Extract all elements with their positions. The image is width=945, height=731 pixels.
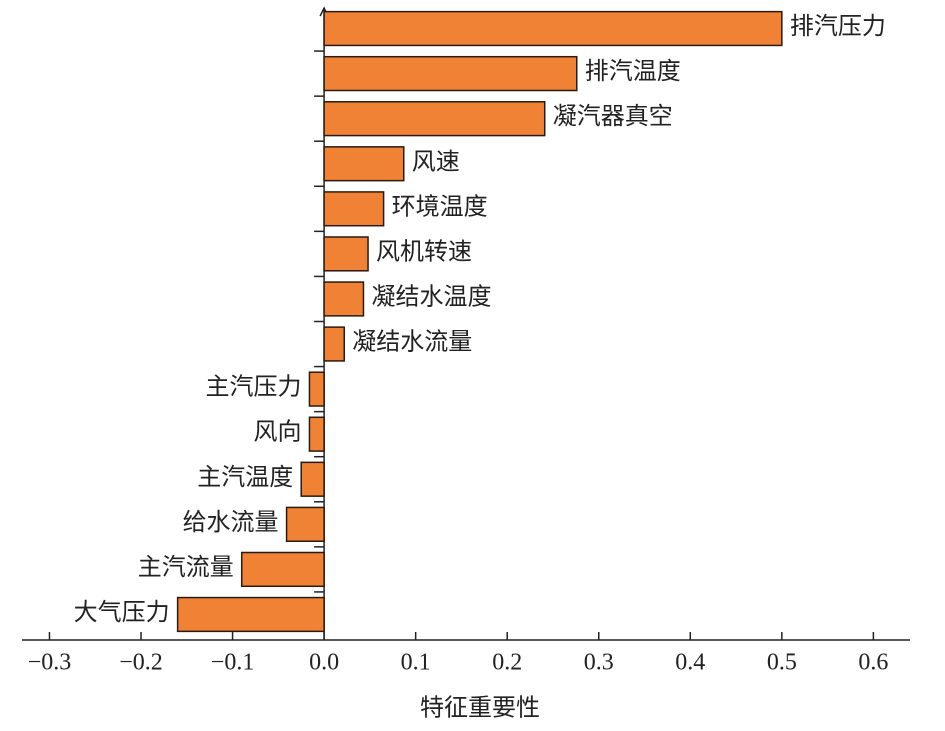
bar xyxy=(240,551,325,588)
bar xyxy=(323,236,369,272)
bar xyxy=(300,461,325,497)
category-label: 环境温度 xyxy=(392,193,488,220)
bar xyxy=(176,596,325,633)
x-tick-label: −0.3 xyxy=(28,650,72,676)
bar xyxy=(285,506,325,542)
category-label: 凝结水流量 xyxy=(352,329,472,356)
x-tick-label: −0.2 xyxy=(119,650,163,676)
x-axis-title: 特征重要性 xyxy=(420,695,540,722)
category-label: 主汽流量 xyxy=(138,554,234,581)
x-tick-label: 0.3 xyxy=(584,650,614,676)
category-label: 凝汽器真空 xyxy=(553,103,673,130)
x-tick-label: 0.0 xyxy=(309,650,339,676)
category-label: 排汽压力 xyxy=(790,13,886,40)
category-label: 主汽温度 xyxy=(197,464,293,491)
category-label: 主汽压力 xyxy=(205,374,301,401)
bar xyxy=(323,146,405,182)
bar xyxy=(308,416,325,452)
x-tick-label: 0.1 xyxy=(401,650,431,676)
category-label: 风速 xyxy=(412,148,460,175)
category-label: 大气压力 xyxy=(74,599,170,626)
bar xyxy=(323,10,783,47)
x-tick-label: 0.4 xyxy=(675,650,705,676)
bar xyxy=(323,326,345,362)
bar xyxy=(308,371,325,407)
bar xyxy=(323,55,578,92)
category-label: 排汽温度 xyxy=(585,58,681,85)
x-tick-label: −0.1 xyxy=(211,650,255,676)
category-label: 凝结水温度 xyxy=(371,283,491,310)
category-label: 风向 xyxy=(253,419,301,446)
bar xyxy=(323,191,385,227)
x-tick-label: 0.2 xyxy=(492,650,522,676)
x-tick-label: 0.6 xyxy=(858,650,888,676)
x-tick-label: 0.5 xyxy=(767,650,797,676)
category-label: 风机转速 xyxy=(376,238,472,265)
bar xyxy=(323,281,365,317)
category-label: 给水流量 xyxy=(183,509,279,536)
bar xyxy=(323,101,546,137)
